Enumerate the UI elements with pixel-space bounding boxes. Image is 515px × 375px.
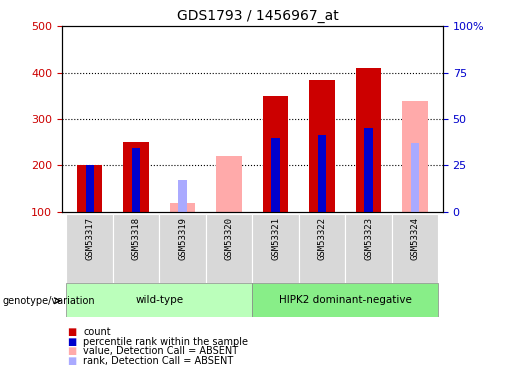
- Bar: [299, 214, 345, 283]
- Bar: [263, 96, 288, 212]
- Bar: [345, 214, 392, 283]
- Text: HIPK2 dominant-negative: HIPK2 dominant-negative: [279, 295, 411, 305]
- Text: count: count: [83, 327, 111, 337]
- Bar: [132, 148, 141, 212]
- Text: ■: ■: [67, 356, 76, 366]
- Bar: [364, 128, 373, 212]
- Bar: [252, 214, 299, 283]
- Text: GSM53319: GSM53319: [178, 217, 187, 260]
- Bar: [113, 214, 160, 283]
- Text: ■: ■: [67, 337, 76, 346]
- Bar: [402, 100, 428, 212]
- Bar: [66, 283, 252, 317]
- Bar: [160, 214, 206, 283]
- Text: GSM53321: GSM53321: [271, 217, 280, 260]
- Bar: [310, 80, 335, 212]
- Bar: [66, 214, 113, 283]
- Bar: [124, 142, 149, 212]
- Bar: [206, 214, 252, 283]
- Text: GSM53323: GSM53323: [364, 217, 373, 260]
- Text: GSM53322: GSM53322: [318, 217, 327, 260]
- Text: GSM53317: GSM53317: [85, 217, 94, 260]
- Bar: [318, 135, 326, 212]
- Text: GDS1793 / 1456967_at: GDS1793 / 1456967_at: [177, 9, 338, 23]
- Bar: [77, 165, 102, 212]
- Text: wild-type: wild-type: [135, 295, 183, 305]
- Bar: [252, 283, 438, 317]
- Bar: [411, 143, 419, 212]
- Text: value, Detection Call = ABSENT: value, Detection Call = ABSENT: [83, 346, 238, 356]
- Text: ■: ■: [67, 327, 76, 337]
- Bar: [170, 202, 195, 212]
- Bar: [271, 138, 280, 212]
- Text: GSM53324: GSM53324: [410, 217, 420, 260]
- Bar: [179, 180, 187, 212]
- Bar: [216, 156, 242, 212]
- Text: rank, Detection Call = ABSENT: rank, Detection Call = ABSENT: [83, 356, 234, 366]
- Text: GSM53318: GSM53318: [132, 217, 141, 260]
- Text: ■: ■: [67, 346, 76, 356]
- Text: GSM53320: GSM53320: [225, 217, 234, 260]
- Bar: [392, 214, 438, 283]
- Text: genotype/variation: genotype/variation: [3, 296, 95, 306]
- Text: percentile rank within the sample: percentile rank within the sample: [83, 337, 248, 346]
- Bar: [85, 165, 94, 212]
- Bar: [356, 68, 381, 212]
